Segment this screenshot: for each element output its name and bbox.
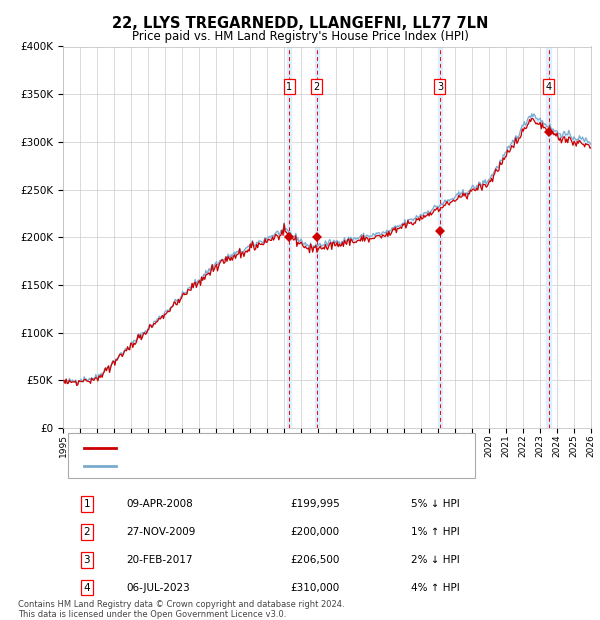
Text: Contains HM Land Registry data © Crown copyright and database right 2024.
This d: Contains HM Land Registry data © Crown c…	[18, 600, 344, 619]
Bar	[287, 46, 291, 428]
Text: 1: 1	[286, 82, 292, 92]
Bar	[314, 46, 319, 428]
Text: 4: 4	[83, 583, 90, 593]
FancyBboxPatch shape	[68, 433, 475, 478]
Text: £199,995: £199,995	[290, 499, 340, 509]
Text: 1% ↑ HPI: 1% ↑ HPI	[412, 527, 460, 537]
Text: 22, LLYS TREGARNEDD, LLANGEFNI, LL77 7LN (detached house): 22, LLYS TREGARNEDD, LLANGEFNI, LL77 7LN…	[127, 443, 446, 453]
Text: 4: 4	[545, 82, 551, 92]
Text: 2% ↓ HPI: 2% ↓ HPI	[412, 555, 460, 565]
Text: 4% ↑ HPI: 4% ↑ HPI	[412, 583, 460, 593]
Text: £206,500: £206,500	[290, 555, 340, 565]
Text: HPI: Average price, detached house, Isle of Anglesey: HPI: Average price, detached house, Isle…	[127, 461, 389, 471]
Text: 09-APR-2008: 09-APR-2008	[127, 499, 193, 509]
Text: 20-FEB-2017: 20-FEB-2017	[127, 555, 193, 565]
Text: 3: 3	[83, 555, 90, 565]
Text: 5% ↓ HPI: 5% ↓ HPI	[412, 499, 460, 509]
Text: Price paid vs. HM Land Registry's House Price Index (HPI): Price paid vs. HM Land Registry's House …	[131, 30, 469, 43]
Text: £310,000: £310,000	[290, 583, 339, 593]
Text: 3: 3	[437, 82, 443, 92]
Text: 27-NOV-2009: 27-NOV-2009	[127, 527, 196, 537]
Bar	[547, 46, 551, 428]
Bar	[438, 46, 442, 428]
Text: 2: 2	[83, 527, 90, 537]
Text: £200,000: £200,000	[290, 527, 339, 537]
Text: 22, LLYS TREGARNEDD, LLANGEFNI, LL77 7LN: 22, LLYS TREGARNEDD, LLANGEFNI, LL77 7LN	[112, 16, 488, 30]
Text: 06-JUL-2023: 06-JUL-2023	[127, 583, 190, 593]
Text: 2: 2	[314, 82, 320, 92]
Text: 1: 1	[83, 499, 90, 509]
